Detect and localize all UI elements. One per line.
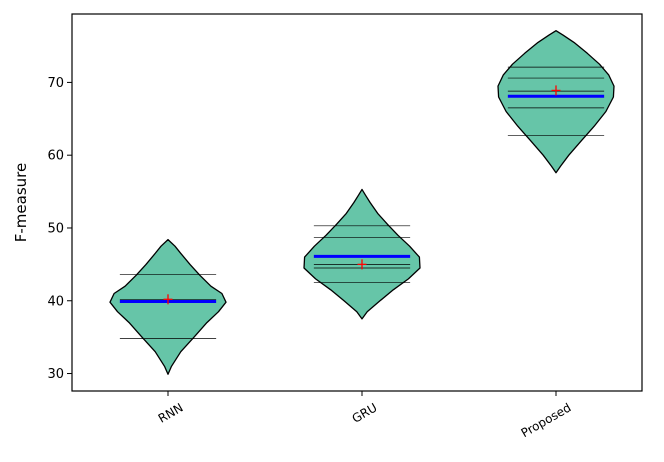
- violin-gru: [303, 188, 421, 320]
- violin-proposed: [497, 30, 615, 174]
- y-axis: 30 40 50 60 70: [47, 76, 72, 382]
- x-tick-label: RNN: [156, 400, 186, 425]
- y-tick-label: 70: [47, 76, 64, 91]
- y-axis-label: F-measure: [12, 163, 30, 242]
- y-tick-label: 50: [47, 221, 64, 236]
- violins-layer: [109, 30, 615, 375]
- x-axis: RNN GRU Proposed: [156, 391, 574, 440]
- violin-body: [109, 238, 227, 375]
- y-tick-label: 40: [47, 294, 64, 309]
- violin-body: [497, 30, 615, 174]
- y-tick-label: 30: [47, 367, 64, 382]
- x-tick-label: Proposed: [519, 400, 574, 440]
- plot-frame: [71, 13, 643, 392]
- violin-body: [303, 188, 421, 320]
- violin-rnn: [109, 238, 227, 375]
- y-tick-label: 60: [47, 149, 64, 164]
- x-tick-label: GRU: [350, 400, 380, 425]
